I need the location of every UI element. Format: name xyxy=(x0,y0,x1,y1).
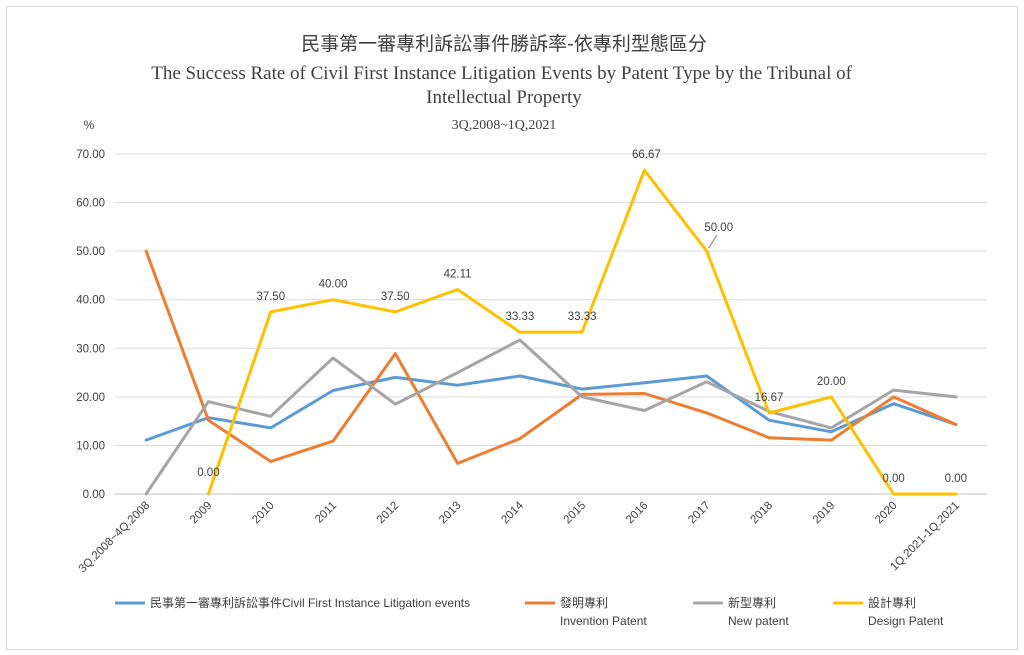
data-label: 42.11 xyxy=(444,268,472,280)
x-tick-label: 2012 xyxy=(375,500,402,527)
data-label: 0.00 xyxy=(882,473,904,485)
legend-label-en-4: Design Patent xyxy=(868,614,944,628)
x-tick-label: 2020 xyxy=(873,500,900,527)
y-tick-label: 0.00 xyxy=(83,489,105,501)
x-axis-ticks: 3Q.2008~4Q.2008 2009 2010 2011 2012 2013 2014 2… xyxy=(77,499,962,575)
data-label: 33.33 xyxy=(505,311,534,323)
data-label: 16.67 xyxy=(755,392,784,404)
data-label: 0.00 xyxy=(197,467,219,479)
chart-title-en: The Success Rate of Civil First Instance… xyxy=(151,63,856,108)
legend-label-3: 新型專利 xyxy=(728,595,776,610)
y-axis-ticks: 0.00 10.00 20.00 30.00 40.00 50.00 60.00 70.00 xyxy=(76,149,105,501)
y-tick-label: 60.00 xyxy=(76,198,105,210)
x-tick-label: 2013 xyxy=(437,500,464,527)
legend-label-en-3: New patent xyxy=(728,614,789,628)
x-tick-label: 2017 xyxy=(686,500,713,527)
line-chart: 民事第一審專利訴訟事件勝訴率-依專利型態區分 The Success Rate … xyxy=(7,7,1017,649)
y-tick-label: 70.00 xyxy=(76,149,105,161)
data-label: 37.50 xyxy=(256,291,285,303)
chart-subtitle: 3Q,2008~1Q,2021 xyxy=(452,118,557,133)
x-tick-label: 2019 xyxy=(811,500,838,527)
label-leader-line xyxy=(709,235,717,248)
legend-label-en-2: Invention Patent xyxy=(560,614,647,628)
chart-frame: 民事第一審專利訴訟事件勝訴率-依專利型態區分 The Success Rate … xyxy=(6,6,1018,650)
x-tick-label: 3Q.2008~4Q.2008 xyxy=(77,500,153,576)
y-tick-label: 40.00 xyxy=(76,295,105,307)
chart-title-en-line2: Intellectual Property xyxy=(426,87,582,108)
data-labels: 0.00 37.50 40.00 37.50 42.11 33.33 33.33 66.67 5… xyxy=(197,149,967,485)
y-tick-label: 50.00 xyxy=(76,246,105,258)
data-label: 66.67 xyxy=(632,149,661,161)
x-tick-label: 2009 xyxy=(188,500,215,527)
gridlines xyxy=(115,154,987,494)
data-label: 50.00 xyxy=(704,222,733,234)
chart-title: 民事第一審專利訴訟事件勝訴率-依專利型態區分 xyxy=(301,33,707,55)
data-label: 37.50 xyxy=(381,291,410,303)
x-tick-label: 2011 xyxy=(313,500,339,526)
x-tick-label: 2014 xyxy=(499,499,526,526)
x-tick-label: 2010 xyxy=(250,500,277,527)
legend: 民事第一審專利訴訟事件Civil First Instance Litigati… xyxy=(115,595,944,628)
data-label: 20.00 xyxy=(817,376,846,388)
legend-label-2: 發明專利 xyxy=(560,595,608,610)
x-tick-label: 1Q.2021-1Q.2021 xyxy=(888,500,962,574)
data-label: 40.00 xyxy=(319,279,348,291)
y-tick-label: 20.00 xyxy=(76,392,105,404)
x-tick-label: 2016 xyxy=(624,500,651,527)
x-tick-label: 2018 xyxy=(749,500,776,527)
legend-label-1: 民事第一審專利訴訟事件Civil First Instance Litigati… xyxy=(150,595,470,610)
legend-label-4: 設計專利 xyxy=(868,595,916,610)
y-tick-label: 30.00 xyxy=(76,343,105,355)
chart-title-en-line1: The Success Rate of Civil First Instance… xyxy=(151,63,852,84)
data-label: 33.33 xyxy=(568,311,597,323)
y-tick-label: 10.00 xyxy=(76,440,105,452)
data-label: 0.00 xyxy=(945,473,967,485)
x-tick-label: 2015 xyxy=(562,500,589,527)
y-axis-unit: % xyxy=(84,118,95,132)
